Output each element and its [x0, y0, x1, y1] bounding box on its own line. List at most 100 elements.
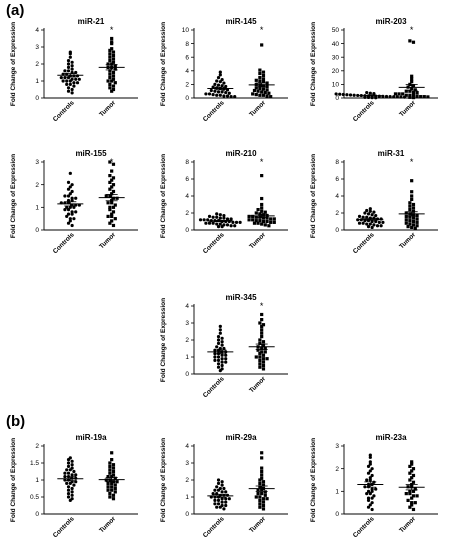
data-point-tumor	[252, 221, 257, 225]
data-point-tumor	[267, 224, 271, 228]
data-point-controls	[374, 487, 378, 491]
data-point-controls	[213, 358, 217, 362]
data-point-controls	[227, 91, 231, 95]
y-tick-label: 0.5	[30, 494, 39, 501]
chart-title: miR-203	[375, 17, 407, 26]
data-point-controls	[63, 471, 67, 475]
data-point-controls	[370, 225, 374, 230]
data-point-controls	[224, 360, 228, 364]
data-point-controls	[220, 490, 224, 494]
data-point-tumor	[411, 219, 416, 224]
data-point-controls	[365, 478, 369, 482]
data-point-controls	[75, 74, 80, 78]
data-point-tumor	[408, 204, 412, 208]
data-point-tumor	[108, 221, 112, 225]
significance-marker: *	[260, 25, 264, 35]
data-point-controls	[216, 335, 221, 339]
data-point-tumor	[113, 64, 117, 68]
data-point-tumor	[113, 486, 117, 491]
data-point-tumor	[269, 95, 273, 99]
data-point-tumor	[265, 219, 269, 224]
data-point-tumor	[413, 226, 417, 230]
x-tick-label: Tumor	[98, 231, 117, 250]
data-point-controls	[374, 213, 378, 218]
data-point-controls	[77, 77, 81, 81]
data-point-controls	[381, 94, 385, 98]
x-tick-label: Tumor	[248, 375, 267, 394]
data-point-controls	[218, 324, 222, 328]
data-point-tumor	[265, 94, 269, 98]
data-point-controls	[66, 458, 71, 462]
data-point-controls	[220, 336, 224, 340]
data-point-tumor	[410, 503, 414, 507]
data-point-tumor	[408, 222, 412, 226]
data-point-tumor	[110, 47, 114, 51]
data-point-tumor	[110, 185, 114, 189]
y-tick-label: 8	[185, 159, 189, 166]
data-point-tumor	[404, 218, 408, 222]
data-point-controls	[218, 70, 222, 74]
data-point-tumor	[260, 451, 264, 455]
data-point-tumor	[265, 216, 269, 220]
y-tick-label: 4	[185, 443, 189, 450]
data-point-controls	[368, 91, 372, 95]
data-point-tumor	[108, 492, 112, 496]
y-axis-label: Fold Change of Expression	[160, 298, 167, 382]
data-point-tumor	[113, 81, 117, 85]
data-point-tumor	[415, 94, 419, 98]
data-point-tumor	[258, 338, 262, 342]
data-point-controls	[218, 216, 222, 220]
data-point-tumor	[111, 77, 116, 81]
data-point-tumor	[111, 210, 116, 214]
data-point-tumor	[410, 197, 414, 201]
data-point-controls	[399, 95, 403, 99]
data-point-tumor	[410, 74, 414, 78]
data-point-controls	[224, 490, 228, 494]
data-point-tumor	[272, 220, 276, 224]
data-point-controls	[218, 222, 222, 226]
data-point-tumor	[110, 451, 114, 455]
data-point-controls	[216, 83, 221, 87]
data-point-tumor	[410, 469, 414, 473]
y-tick-label: 1	[35, 477, 39, 484]
data-point-controls	[220, 84, 224, 88]
data-point-tumor	[110, 192, 114, 196]
data-point-controls	[65, 79, 69, 83]
data-point-controls	[66, 212, 71, 216]
data-point-controls	[213, 355, 217, 359]
data-point-controls	[215, 212, 219, 216]
data-point-controls	[234, 220, 239, 224]
data-point-tumor	[261, 363, 266, 368]
data-point-tumor	[265, 88, 269, 92]
data-point-tumor	[426, 95, 430, 99]
data-point-tumor	[110, 42, 114, 46]
data-point-tumor	[260, 476, 264, 480]
chart-mir-145: miR-145 Fold Change of Expression 0 2 4 6 8 10 C…	[160, 17, 288, 123]
y-tick-label: 2	[185, 337, 189, 344]
data-point-controls	[66, 89, 71, 93]
data-point-tumor	[104, 194, 108, 198]
data-point-tumor	[269, 220, 273, 224]
panel-label-a: (a)	[6, 2, 25, 19]
data-point-tumor	[408, 492, 412, 496]
data-point-controls	[63, 208, 67, 212]
data-point-tumor	[108, 52, 112, 56]
x-tick-label: Tumor	[248, 231, 267, 250]
data-point-controls	[366, 471, 371, 475]
data-point-tumor	[111, 497, 116, 501]
data-point-tumor	[251, 92, 255, 96]
y-tick-label: 0	[35, 227, 39, 234]
data-point-tumor	[263, 210, 267, 214]
y-tick-label: 1	[185, 494, 189, 501]
data-point-controls	[357, 221, 362, 225]
data-point-controls	[68, 205, 72, 209]
data-point-controls	[225, 88, 230, 92]
chart-mir-23a: miR-23a Fold Change of Expression 0 1 2 3 Cont…	[310, 433, 438, 539]
data-point-tumor	[411, 223, 416, 227]
x-tick-label: Tumor	[248, 99, 267, 118]
y-tick-label: 6	[185, 54, 189, 61]
data-point-controls	[370, 213, 374, 217]
data-point-tumor	[108, 187, 112, 191]
data-point-controls	[384, 94, 389, 99]
data-point-controls	[72, 84, 76, 88]
